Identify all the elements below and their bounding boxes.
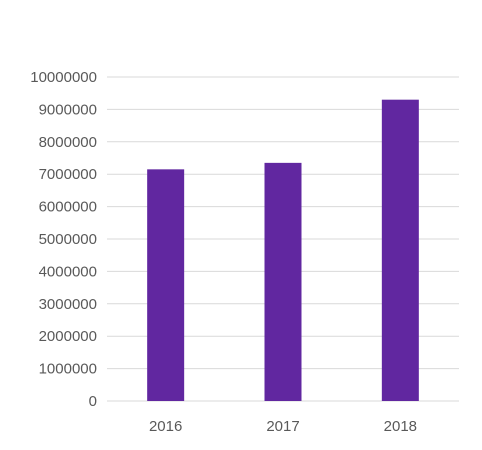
bar-2016	[147, 169, 185, 401]
y-tick-label: 9000000	[39, 101, 97, 118]
x-tick-label: 2017	[266, 418, 299, 435]
y-tick-label: 10000000	[30, 69, 97, 86]
bars	[147, 99, 419, 402]
x-tick-label: 2016	[149, 418, 182, 435]
y-tick-label: 1000000	[39, 361, 97, 378]
y-tick-label: 7000000	[39, 166, 97, 183]
y-tick-label: 3000000	[39, 296, 97, 313]
x-tick-label: 2018	[384, 418, 417, 435]
bar-2018	[381, 99, 419, 402]
x-axis-tick-labels: 2016 2017 2018	[149, 418, 417, 435]
y-tick-label: 0	[89, 393, 97, 410]
y-tick-label: 8000000	[39, 134, 97, 151]
y-tick-label: 4000000	[39, 263, 97, 280]
y-axis-tick-labels: 0 1000000 2000000 3000000 4000000 5000000 6000…	[30, 69, 97, 410]
y-tick-label: 2000000	[39, 328, 97, 345]
bar-2017	[264, 162, 302, 401]
y-tick-label: 5000000	[39, 231, 97, 248]
y-tick-label: 6000000	[39, 199, 97, 216]
